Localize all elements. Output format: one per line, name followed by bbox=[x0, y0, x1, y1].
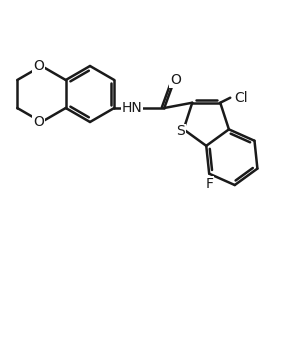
Text: O: O bbox=[33, 59, 44, 73]
Text: HN: HN bbox=[122, 101, 143, 115]
Text: O: O bbox=[33, 115, 44, 129]
Text: Cl: Cl bbox=[234, 91, 248, 105]
Text: F: F bbox=[205, 177, 213, 191]
Text: S: S bbox=[176, 124, 185, 138]
Text: O: O bbox=[170, 73, 181, 87]
